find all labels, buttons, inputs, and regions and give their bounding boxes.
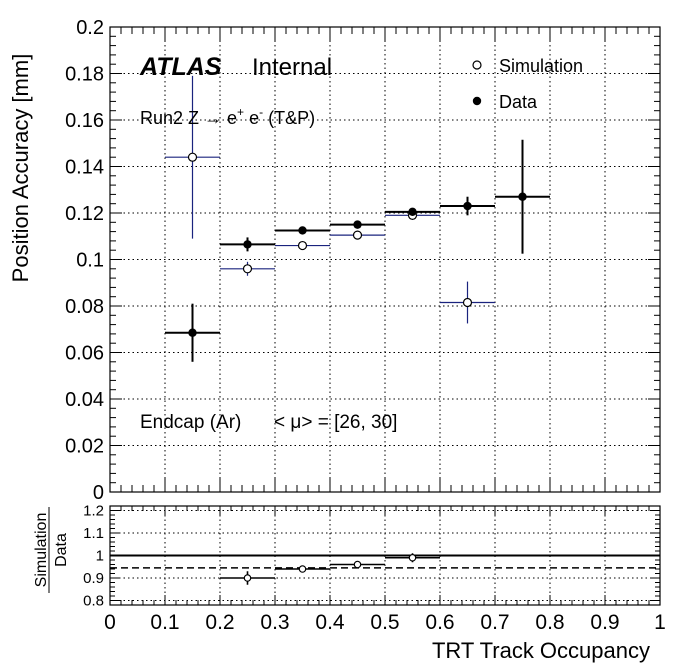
top-plot-frame [109,26,661,493]
top-y-tick-label: 0 [93,482,104,504]
simulation-point-marker [297,240,308,251]
top-y-tick-label: 0.12 [65,203,104,225]
legend-simulation-label: Simulation [499,56,583,76]
x-tick-label: 0.8 [535,611,564,634]
top-plot-grid [110,27,660,492]
ratio-y-tick-labels: 0.8 0.9 1 1.1 1.2 [83,503,104,610]
top-y-tick-label: 0.04 [65,389,104,411]
ratio-point-marker [243,574,252,582]
x-tick-labels: 0 0.1 0.2 0.3 0.4 0.5 0.6 0.7 0.8 0.9 1 [104,611,666,634]
legend-data-label: Data [499,92,538,112]
top-y-tick-label: 0.14 [65,157,104,179]
ratio-plot-frame [109,505,661,606]
x-tick-label: 0.3 [260,611,289,634]
legend-simulation-marker [472,60,482,70]
ratio-point-marker [298,565,307,573]
x-tick-label: 1 [654,611,666,634]
x-tick-label: 0.1 [150,611,179,634]
top-y-tick-label: 0.2 [76,17,104,39]
x-tick-label: 0.4 [315,611,345,634]
simulation-point-marker [462,297,473,308]
ratio-y-title-bottom: Data [53,533,70,567]
ratio-y-tick-label: 0.8 [83,593,104,610]
pileup-label: < μ> = [26, 30] [274,412,397,433]
ratio-y-title-top: Simulation [33,513,50,588]
legend: Simulation Data [472,56,583,112]
x-axis-title: TRT Track Occupancy [432,638,650,663]
ratio-y-tick-label: 1.2 [83,503,104,520]
ratio-point-marker [353,560,362,569]
legend-data-marker [472,96,482,106]
top-plot-series [165,75,550,362]
atlas-label: ATLAS [139,53,222,81]
data-point-marker [518,192,527,201]
top-y-tick-label: 0.16 [65,110,104,132]
data-point-marker [463,201,472,211]
ratio-y-tick-label: 1.1 [83,525,104,542]
data-point-marker [408,207,417,217]
ratio-plot-ticks [109,506,661,605]
internal-label: Internal [252,54,332,81]
top-y-tick-label: 0.08 [65,296,104,318]
x-tick-label: 0.9 [590,611,619,634]
ratio-y-tick-label: 0.9 [83,570,104,587]
top-y-tick-labels: 0 0.02 0.04 0.06 0.08 0.1 0.12 0.14 0.16 0.18 0.2 [65,17,104,504]
data-point-marker [188,328,197,337]
top-y-tick-label: 0.1 [76,250,104,272]
simulation-point-marker [187,152,198,162]
x-tick-label: 0.6 [425,611,454,634]
y-axis-title: Position Accuracy [mm] [8,54,33,283]
top-y-tick-label: 0.06 [65,343,104,365]
simulation-point-marker [242,264,253,274]
x-tick-label: 0.5 [370,611,399,634]
top-y-tick-label: 0.18 [65,64,104,86]
ratio-point-marker [408,553,417,562]
data-point-marker [298,226,307,235]
x-tick-label: 0.7 [480,611,509,634]
ratio-reference-lines [110,554,660,569]
ratio-plot-series [220,553,440,585]
data-point-marker [243,240,252,249]
region-label: Endcap (Ar) [140,412,241,433]
simulation-point-marker [352,230,363,240]
data-point-marker [353,220,362,229]
x-tick-label: 0 [104,611,116,634]
ratio-y-tick-label: 1 [96,548,104,565]
process-label: Run2 Z → e+ e- (T&P) [140,105,315,128]
x-tick-label: 0.2 [205,611,234,634]
top-y-tick-label: 0.02 [65,436,104,458]
